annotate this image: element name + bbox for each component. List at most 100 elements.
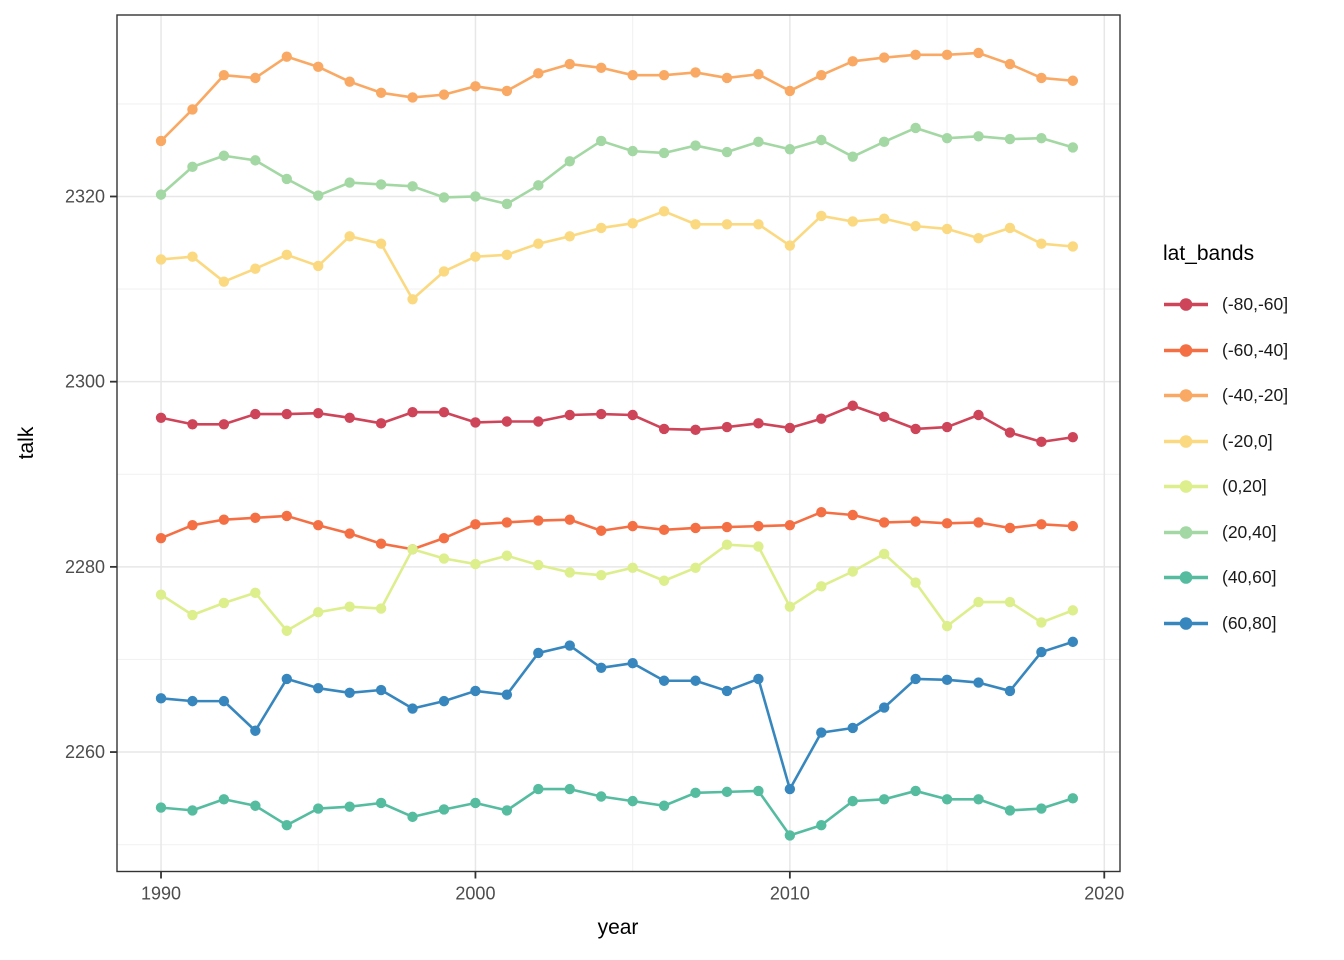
data-point <box>941 674 953 686</box>
series-points-1 <box>155 507 1079 555</box>
data-point <box>438 695 450 707</box>
legend-key-dot <box>1179 616 1193 630</box>
legend-entry-label: (0,20] <box>1222 476 1267 497</box>
data-point <box>973 517 984 528</box>
data-point <box>407 544 418 555</box>
data-point <box>690 562 701 573</box>
data-point <box>690 787 701 798</box>
data-point <box>533 238 544 249</box>
data-point <box>658 423 670 435</box>
data-point <box>941 49 953 61</box>
data-point <box>596 662 607 673</box>
x-tick-label: 2000 <box>455 884 495 904</box>
data-point <box>910 423 921 435</box>
data-point <box>847 509 858 521</box>
data-point <box>753 418 764 429</box>
data-point <box>564 231 575 242</box>
data-point <box>1004 596 1016 608</box>
gridlines <box>117 15 1120 872</box>
data-point <box>375 238 387 249</box>
legend-key-icon <box>1164 343 1208 357</box>
data-point <box>218 150 230 161</box>
series-points-3 <box>155 206 1079 305</box>
data-point <box>596 791 607 802</box>
data-point <box>721 72 733 84</box>
data-point <box>690 675 701 686</box>
data-point <box>438 192 450 203</box>
data-point <box>627 409 638 421</box>
series-line-7 <box>159 640 1075 791</box>
y-tick-label: 2260 <box>65 742 105 762</box>
data-point <box>155 693 167 704</box>
data-point <box>721 521 733 533</box>
data-point <box>658 575 670 586</box>
data-point <box>910 122 921 134</box>
data-point <box>878 517 890 528</box>
data-point <box>375 603 387 614</box>
x-tick-label: 2020 <box>1084 884 1124 904</box>
series-line-3 <box>159 210 1075 301</box>
data-point <box>313 519 324 531</box>
data-point <box>344 687 355 698</box>
data-point <box>564 640 575 651</box>
data-point <box>187 161 198 173</box>
data-point <box>155 254 167 265</box>
data-point <box>533 559 544 571</box>
data-point <box>1036 132 1047 144</box>
data-point <box>941 223 953 235</box>
legend-key-icon <box>1164 298 1208 312</box>
data-point <box>847 722 858 734</box>
data-point <box>658 524 670 536</box>
data-point <box>878 52 890 63</box>
legend: lat_bands (-80,-60] (-60,-40] (-40,-20] (-2… <box>1163 240 1343 646</box>
data-point <box>533 68 544 79</box>
axes: 1990 2000 2010 2020 2260 2280 2300 2320 <box>65 186 1124 903</box>
legend-entry-5: (20,40] <box>1163 510 1343 556</box>
data-point <box>690 219 701 230</box>
data-point <box>375 418 387 429</box>
legend-entry-label: (40,60] <box>1222 567 1277 588</box>
data-point <box>878 136 890 148</box>
series-line-6 <box>159 787 1075 837</box>
data-point <box>533 783 544 795</box>
data-point <box>1004 522 1016 534</box>
data-point <box>1067 432 1079 443</box>
data-point <box>1036 617 1047 628</box>
series-line-1 <box>159 510 1075 551</box>
data-point <box>816 69 827 81</box>
data-point <box>784 85 796 97</box>
data-point <box>878 213 890 224</box>
data-point <box>533 180 544 191</box>
legend-key-dot <box>1179 480 1193 494</box>
data-point <box>564 409 575 421</box>
data-point <box>847 151 858 162</box>
data-point <box>438 804 450 815</box>
legend-key-dot <box>1179 343 1193 357</box>
data-point <box>501 198 513 210</box>
data-point <box>375 538 387 549</box>
legend-key-icon <box>1164 616 1208 630</box>
data-point <box>753 785 764 797</box>
data-point <box>753 520 764 532</box>
legend-entry-4: (0,20] <box>1163 464 1343 510</box>
legend-key-icon <box>1164 571 1208 585</box>
series-line-4 <box>159 543 1075 633</box>
data-point <box>344 528 355 539</box>
data-point <box>627 562 638 573</box>
data-point <box>375 179 387 190</box>
y-tick-label: 2280 <box>65 557 105 577</box>
data-point <box>281 249 292 261</box>
x-axis-title: year <box>597 916 639 939</box>
data-point <box>250 72 261 84</box>
data-point <box>1067 636 1079 648</box>
data-point <box>375 684 387 696</box>
data-point <box>816 413 827 424</box>
legend-entry-6: (40,60] <box>1163 555 1343 601</box>
data-point <box>218 276 230 287</box>
data-point <box>1004 58 1016 70</box>
legend-key-dot <box>1179 434 1193 448</box>
data-point <box>501 416 513 427</box>
data-point <box>187 609 198 621</box>
